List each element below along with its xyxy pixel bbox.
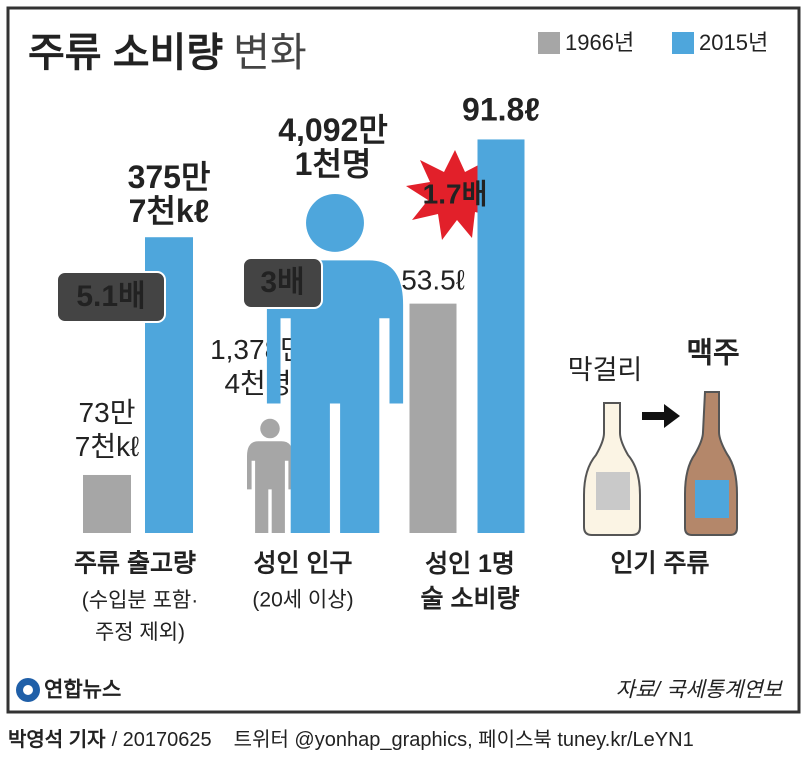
value-label: 73만 7천kℓ bbox=[75, 397, 139, 462]
value-label: 91.8ℓ bbox=[462, 91, 540, 127]
category-label: 주류 출고량 bbox=[74, 550, 196, 578]
ratio-label: 1.7배 bbox=[423, 178, 488, 209]
category-label: 인기 주류 bbox=[611, 550, 710, 578]
value-label: 375만 7천kℓ bbox=[128, 159, 211, 229]
ratio-label: 3배 bbox=[260, 266, 304, 299]
credit: 박영석 기자 / 20170625 트위터 @yonhap_graphics, 페이… bbox=[8, 728, 694, 751]
bottle-beer bbox=[684, 391, 738, 536]
source: 자료/ 국세통계연보 bbox=[616, 679, 784, 702]
reporter: 박영석 기자 bbox=[8, 728, 106, 751]
legend-swatch bbox=[538, 32, 560, 54]
from-label: 막걸리 bbox=[568, 355, 643, 385]
value-label: 53.5ℓ bbox=[401, 264, 465, 295]
category-sublabel: (20세 이상) bbox=[252, 589, 353, 612]
bar bbox=[83, 474, 131, 533]
title: 주류 소비량 변화 bbox=[28, 31, 307, 75]
value-label: 4,092만 1천명 bbox=[278, 112, 388, 182]
bar bbox=[409, 303, 457, 533]
category-label: 성인 인구 bbox=[254, 550, 353, 578]
person-icon bbox=[247, 418, 293, 533]
title-rest: 변화 bbox=[233, 31, 307, 75]
legend-label: 1966년 bbox=[565, 30, 634, 55]
legend-swatch bbox=[672, 32, 694, 54]
category-sublabel: (수입분 포함· 주정 제외) bbox=[82, 589, 198, 644]
date: / 20170625 bbox=[112, 729, 212, 751]
ratio-box bbox=[56, 271, 166, 323]
sns: 트위터 @yonhap_graphics, 페이스북 tuney.kr/LeYN… bbox=[234, 728, 694, 751]
arrow bbox=[642, 404, 680, 428]
ratio-label: 5.1배 bbox=[76, 280, 145, 313]
title-main: 주류 소비량 bbox=[28, 31, 223, 75]
category-label: 성인 1명 술 소비량 bbox=[421, 550, 520, 613]
bottle-makgeolli bbox=[583, 402, 641, 536]
legend-label: 2015년 bbox=[699, 30, 768, 55]
logo-text: 연합뉴스 bbox=[44, 679, 121, 702]
frame bbox=[6, 6, 801, 714]
to-label: 맥주 bbox=[686, 337, 739, 370]
ratio-box bbox=[242, 257, 323, 309]
bar bbox=[477, 139, 525, 533]
logo bbox=[16, 678, 40, 702]
